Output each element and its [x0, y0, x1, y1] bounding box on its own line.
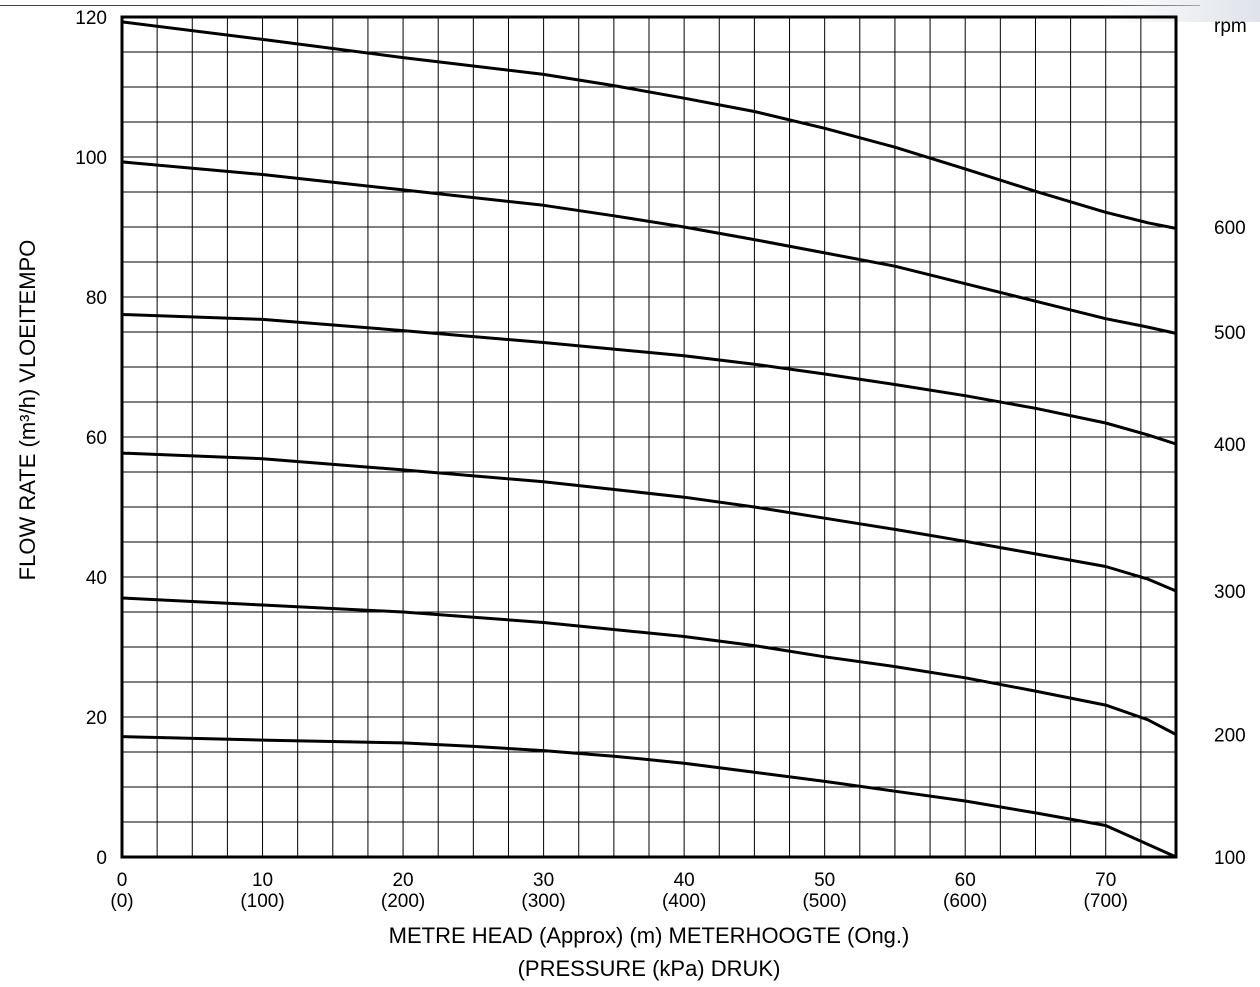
rpm-tick-labels: 100 200 300 400 500 600	[1214, 218, 1246, 869]
x-tick-label-kpa: (300)	[521, 891, 565, 912]
grid	[121, 16, 1177, 858]
rpm-tick-label: 400	[1214, 435, 1246, 456]
x-tick-label: 60	[955, 870, 976, 891]
rpm-tick-label: 300	[1214, 582, 1246, 603]
y-tick-label: 120	[75, 8, 107, 29]
top-border-line	[0, 5, 1200, 6]
rpm-tick-label: 600	[1214, 218, 1246, 239]
curve-400-rpm	[121, 313, 1177, 446]
curve-600-rpm	[121, 20, 1177, 230]
rpm-tick-label: 200	[1214, 726, 1246, 747]
x-tick-label: 70	[1095, 870, 1116, 891]
rpm-tick-label: 100	[1214, 848, 1246, 869]
x-tick-label-kpa: (0)	[110, 891, 133, 912]
x-tick-label-kpa: (200)	[381, 891, 425, 912]
y-tick-label: 20	[86, 708, 107, 729]
curve-300-rpm	[121, 451, 1177, 593]
plot-frame	[120, 15, 1178, 859]
y-tick-label: 80	[86, 288, 107, 309]
x-tick-label: 40	[674, 870, 695, 891]
x-axis-label: METRE HEAD (Approx) (m) METERHOOGTE (Ong…	[389, 923, 910, 948]
x-tick-label-kpa: (600)	[943, 891, 987, 912]
rpm-axis-label: rpm	[1214, 16, 1247, 37]
curve-500-rpm	[121, 160, 1177, 335]
x-tick-label-kpa: (700)	[1084, 891, 1128, 912]
x-tick-label: 30	[533, 870, 554, 891]
x-tick-labels: 0(0) 10(100) 20(200) 30(300) 40(400) 50(500) 6…	[110, 870, 1128, 912]
y-tick-label: 40	[86, 568, 107, 589]
y-tick-label: 60	[86, 428, 107, 449]
curve-200-rpm	[121, 596, 1177, 736]
x-tick-label-kpa: (400)	[662, 891, 706, 912]
x-tick-label-kpa: (100)	[240, 891, 284, 912]
rpm-curves	[121, 20, 1177, 859]
x-tick-label: 0	[117, 870, 128, 891]
y-tick-labels: 0 20 40 60 80 100 120	[75, 8, 107, 869]
x-tick-label: 20	[392, 870, 413, 891]
x-tick-label: 10	[252, 870, 273, 891]
y-axis-label: FLOW RATE (m³/h) VLOEITEMPO	[15, 240, 40, 581]
y-tick-label: 0	[96, 848, 107, 869]
rpm-tick-label: 500	[1214, 323, 1246, 344]
curve-100-rpm	[121, 735, 1177, 859]
x-axis-label-secondary: (PRESSURE (kPa) DRUK)	[518, 956, 781, 981]
x-tick-label: 50	[814, 870, 835, 891]
y-tick-label: 100	[75, 148, 107, 169]
x-tick-label-kpa: (500)	[802, 891, 846, 912]
